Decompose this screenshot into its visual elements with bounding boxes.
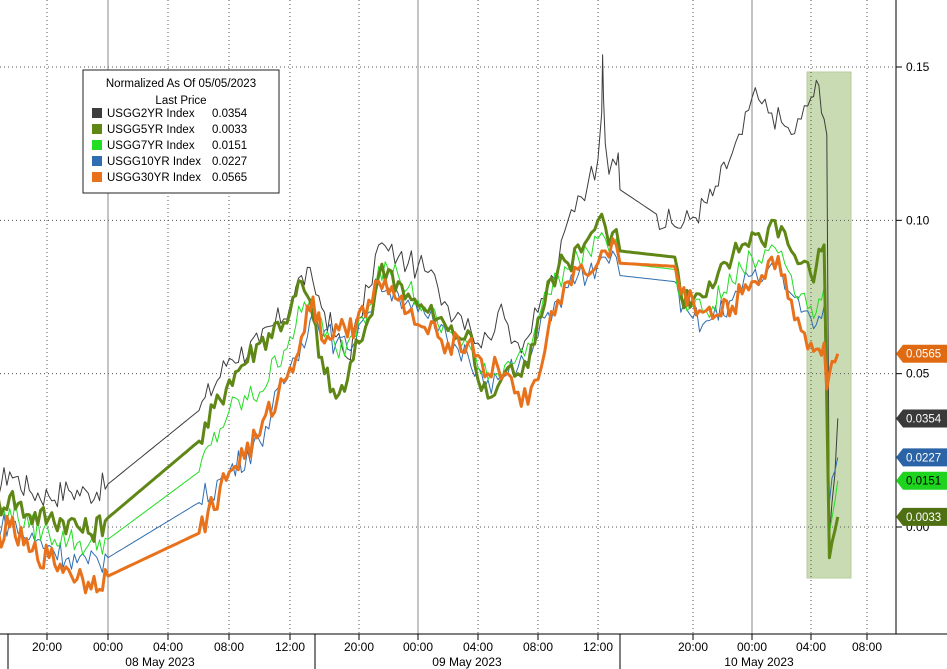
y-tick-label: 0.15 [906,60,930,74]
x-tick-label: 08:00 [214,640,244,654]
badge-shape [896,344,947,363]
badge-label: 0.0565 [906,349,941,361]
badge-shape [896,409,947,428]
series-layer [0,54,840,595]
x-tick-label: 20:00 [32,640,62,654]
legend-value: 0.0033 [212,124,247,136]
legend-value: 0.0151 [212,140,247,152]
last-value-badges: 0.0354 0.0033 0.0151 0.0227 0.0565 [896,344,947,526]
x-tick-label: 12:00 [275,640,305,654]
last-value-badge: 0.0033 [896,507,947,526]
x-date-label: 10 May 2023 [724,655,794,669]
last-value-badge: 0.0354 [896,409,947,428]
legend-value: 0.0227 [212,156,247,168]
legend-value: 0.0354 [212,108,248,120]
legend-swatch [92,140,102,150]
grid-lines [0,0,896,634]
x-tick-label: 20:00 [344,640,374,654]
last-value-badge: 0.0227 [896,448,947,467]
legend-label: USGG30YR Index [107,172,201,184]
series-line-usgg5yr [0,212,840,560]
legend-label: USGG10YR Index [107,156,201,168]
legend-value: 0.0565 [212,172,247,184]
x-tick-label: 08:00 [852,640,882,654]
x-tick-label: 00:00 [93,640,123,654]
legend-swatch [92,108,102,118]
x-tick-label: 00:00 [737,640,767,654]
legend-box [82,69,280,194]
badge-shape [896,471,947,490]
x-tick-label: 04:00 [153,640,183,654]
x-tick-label: 04:00 [796,640,826,654]
legend-subtitle: Last Price [155,95,206,107]
x-tick-label: 00:00 [403,640,433,654]
badge-label: 0.0033 [906,512,941,524]
legend-label: USGG5YR Index [107,124,195,136]
series-line-usgg7yr [0,232,839,556]
x-tick-label: 12:00 [583,640,613,654]
last-value-badge: 0.0565 [896,344,947,363]
x-tick-label: 20:00 [678,640,708,654]
legend-swatch [92,156,102,166]
legend-label: USGG7YR Index [107,140,195,152]
badge-shape [896,507,947,526]
y-tick-label: 0.10 [906,213,930,227]
last-value-badge: 0.0151 [896,471,947,490]
x-date-label: 09 May 2023 [432,655,502,669]
series-line-usgg2yr [0,54,839,537]
legend-swatch [92,124,102,134]
x-tick-label: 08:00 [523,640,553,654]
badge-label: 0.0151 [906,476,941,488]
y-tick-label: 0.05 [906,367,930,381]
legend-title: Normalized As Of 05/05/2023 [106,78,256,90]
badge-shape [896,448,947,467]
x-axis: 20:00 00:00 04:00 08:00 12:00 20:00 00:00 04:00… [7,634,882,669]
badge-label: 0.0227 [906,452,941,464]
series-line-usgg30yr [0,237,840,595]
legend-items: USGG2YR Index 0.0354 USGG5YR Index 0.0033 US… [92,108,248,184]
legend-swatch [92,172,102,182]
legend-label: USGG2YR Index [107,108,195,120]
legend: Normalized As Of 05/05/2023 Last Price U… [82,69,280,194]
x-date-label: 08 May 2023 [125,655,195,669]
badge-label: 0.0354 [906,413,942,425]
x-tick-label: 04:00 [463,640,493,654]
